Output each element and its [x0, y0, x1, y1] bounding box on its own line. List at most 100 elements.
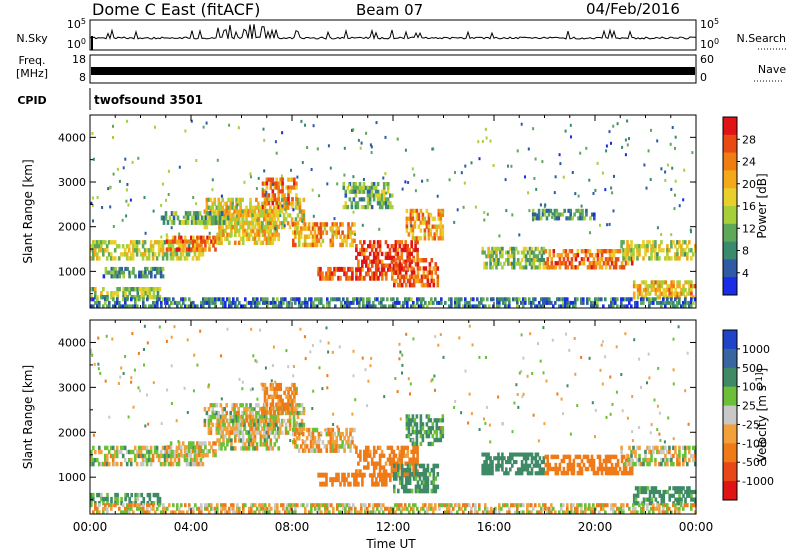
power-cell — [490, 297, 493, 302]
power-cell — [121, 244, 125, 249]
velocity-cell — [139, 449, 143, 455]
velocity-cell — [509, 467, 512, 472]
velocity-cell — [678, 489, 681, 495]
velocity-cell — [348, 503, 351, 508]
velocity-cell — [251, 430, 254, 435]
power-cell — [174, 300, 177, 305]
velocity-cell — [347, 436, 350, 441]
power-cell — [96, 297, 99, 302]
velocity-cell — [225, 418, 228, 424]
power-cell — [436, 274, 440, 280]
power-cell — [253, 236, 257, 241]
power-cell — [642, 287, 646, 292]
power-scatter-cell — [671, 166, 674, 170]
velocity-cell — [612, 454, 616, 460]
velocity-cell — [415, 434, 419, 439]
power-cell — [576, 253, 580, 258]
power-cell — [540, 304, 543, 309]
power-cell — [538, 258, 542, 263]
power-cell — [202, 235, 205, 240]
power-cell — [550, 261, 554, 266]
velocity-cell — [684, 445, 687, 451]
power-cell — [427, 224, 431, 229]
velocity-cell — [439, 434, 443, 439]
velocity-cell — [297, 436, 301, 441]
velocity-cell — [388, 445, 392, 450]
power-scatter-cell — [571, 171, 574, 174]
velocity-cell — [532, 463, 536, 468]
velocity-cell — [271, 406, 275, 411]
power-cell — [292, 222, 295, 227]
cpid-program: twofsound 3501 — [94, 93, 203, 107]
power-cell — [632, 280, 636, 285]
power-cell — [128, 287, 131, 292]
velocity-cell — [319, 448, 323, 453]
power-cell — [650, 300, 653, 305]
power-cell — [374, 255, 378, 260]
power-cell — [472, 297, 475, 302]
power-cell — [588, 297, 591, 302]
velocity-cell — [198, 510, 201, 515]
velocity-cell — [243, 442, 247, 447]
power-cell — [110, 291, 113, 296]
velocity-cell — [628, 466, 632, 472]
velocity-cell — [119, 449, 123, 455]
power-cell — [429, 228, 433, 233]
velocity-cell — [658, 449, 661, 455]
velocity-cell — [300, 403, 304, 408]
power-cell — [231, 217, 234, 222]
velocity-cell — [578, 466, 582, 472]
velocity-cell — [552, 466, 556, 472]
power-cell — [476, 304, 479, 309]
velocity-cell — [277, 406, 280, 411]
power-cell — [269, 205, 272, 210]
power-cell — [310, 297, 313, 302]
velocity-cell — [200, 441, 203, 446]
velocity-cell — [241, 446, 245, 451]
velocity-cell — [284, 506, 287, 511]
power-cell — [614, 265, 618, 270]
power-cell — [317, 230, 321, 235]
power-cell — [589, 216, 592, 221]
velocity-cell — [402, 453, 406, 458]
power-scatter-cell — [311, 188, 314, 192]
power-cell — [208, 220, 212, 225]
power-cell — [315, 234, 319, 239]
velocity-cell — [293, 390, 296, 395]
power-cell — [390, 304, 393, 309]
power-cell — [632, 252, 635, 257]
velocity-cell — [412, 476, 416, 481]
power-cell — [144, 287, 148, 292]
power-scatter-cell — [589, 231, 591, 235]
power-cell — [206, 235, 209, 240]
power-cell — [654, 287, 658, 292]
velocity-cell — [98, 510, 101, 515]
power-cell — [364, 304, 367, 309]
power-cell — [234, 240, 237, 245]
power-echo-band — [405, 208, 445, 241]
power-cell — [440, 297, 443, 302]
velocity-cell — [594, 470, 598, 476]
power-cell — [593, 212, 596, 217]
velocity-cell — [349, 427, 352, 433]
velocity-cell — [604, 454, 608, 460]
power-cell — [339, 275, 342, 281]
power-cell — [175, 256, 179, 261]
power-cell — [190, 247, 193, 252]
velocity-cell — [400, 463, 404, 469]
velocity-cell — [241, 410, 244, 416]
velocity-cell — [694, 461, 697, 467]
power-cell — [200, 235, 203, 240]
power-cell — [304, 304, 307, 309]
power-cell — [436, 278, 440, 284]
velocity-cell — [410, 461, 413, 466]
velocity-cell — [382, 453, 386, 458]
power-scatter-cell — [255, 187, 258, 190]
velocity-cell — [692, 453, 695, 459]
power-scatter-cell — [384, 172, 387, 176]
power-cell — [247, 236, 251, 241]
power-cell — [674, 304, 677, 309]
velocity-cell — [301, 440, 305, 445]
velocity-cell — [116, 496, 119, 502]
power-scatter-cell — [343, 146, 346, 150]
